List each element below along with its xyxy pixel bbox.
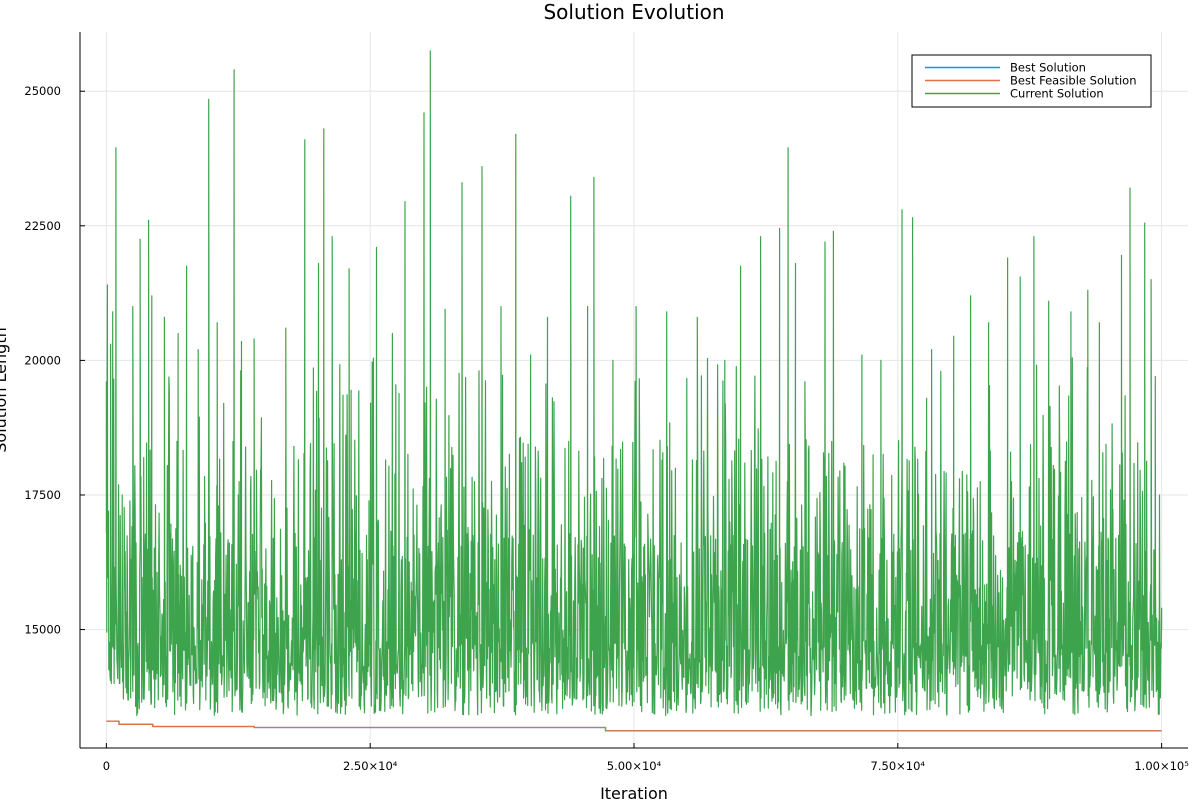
current-solution-line bbox=[105, 50, 1163, 717]
y-ticks: 15000 17500 20000 22500 25000 bbox=[24, 84, 85, 637]
x-tick-label: 0 bbox=[103, 759, 110, 773]
x-tick-label: 7.50×10⁴ bbox=[871, 759, 926, 773]
y-axis-label: Solution Length bbox=[0, 327, 10, 452]
x-ticks: 0 2.50×10⁴ 5.00×10⁴ 7.50×10⁴ 1.00×10⁵ bbox=[103, 743, 1189, 773]
best-feasible-solution-line bbox=[106, 720, 1162, 732]
x-tick-label: 1.00×10⁵ bbox=[1134, 759, 1189, 773]
legend-label: Best Feasible Solution bbox=[1010, 74, 1137, 88]
y-tick-label: 22500 bbox=[24, 219, 61, 233]
y-tick-label: 25000 bbox=[24, 84, 61, 98]
y-tick-label: 20000 bbox=[24, 353, 61, 367]
legend-label: Current Solution bbox=[1010, 87, 1104, 101]
legend-label: Best Solution bbox=[1010, 61, 1086, 75]
x-tick-label: 5.00×10⁴ bbox=[607, 759, 662, 773]
y-tick-label: 15000 bbox=[24, 623, 61, 637]
plot-series bbox=[105, 50, 1163, 732]
chart-title: Solution Evolution bbox=[543, 0, 724, 24]
y-tick-label: 17500 bbox=[24, 488, 61, 502]
x-axis-label: Iteration bbox=[600, 784, 668, 800]
x-tick-label: 2.50×10⁴ bbox=[343, 759, 398, 773]
